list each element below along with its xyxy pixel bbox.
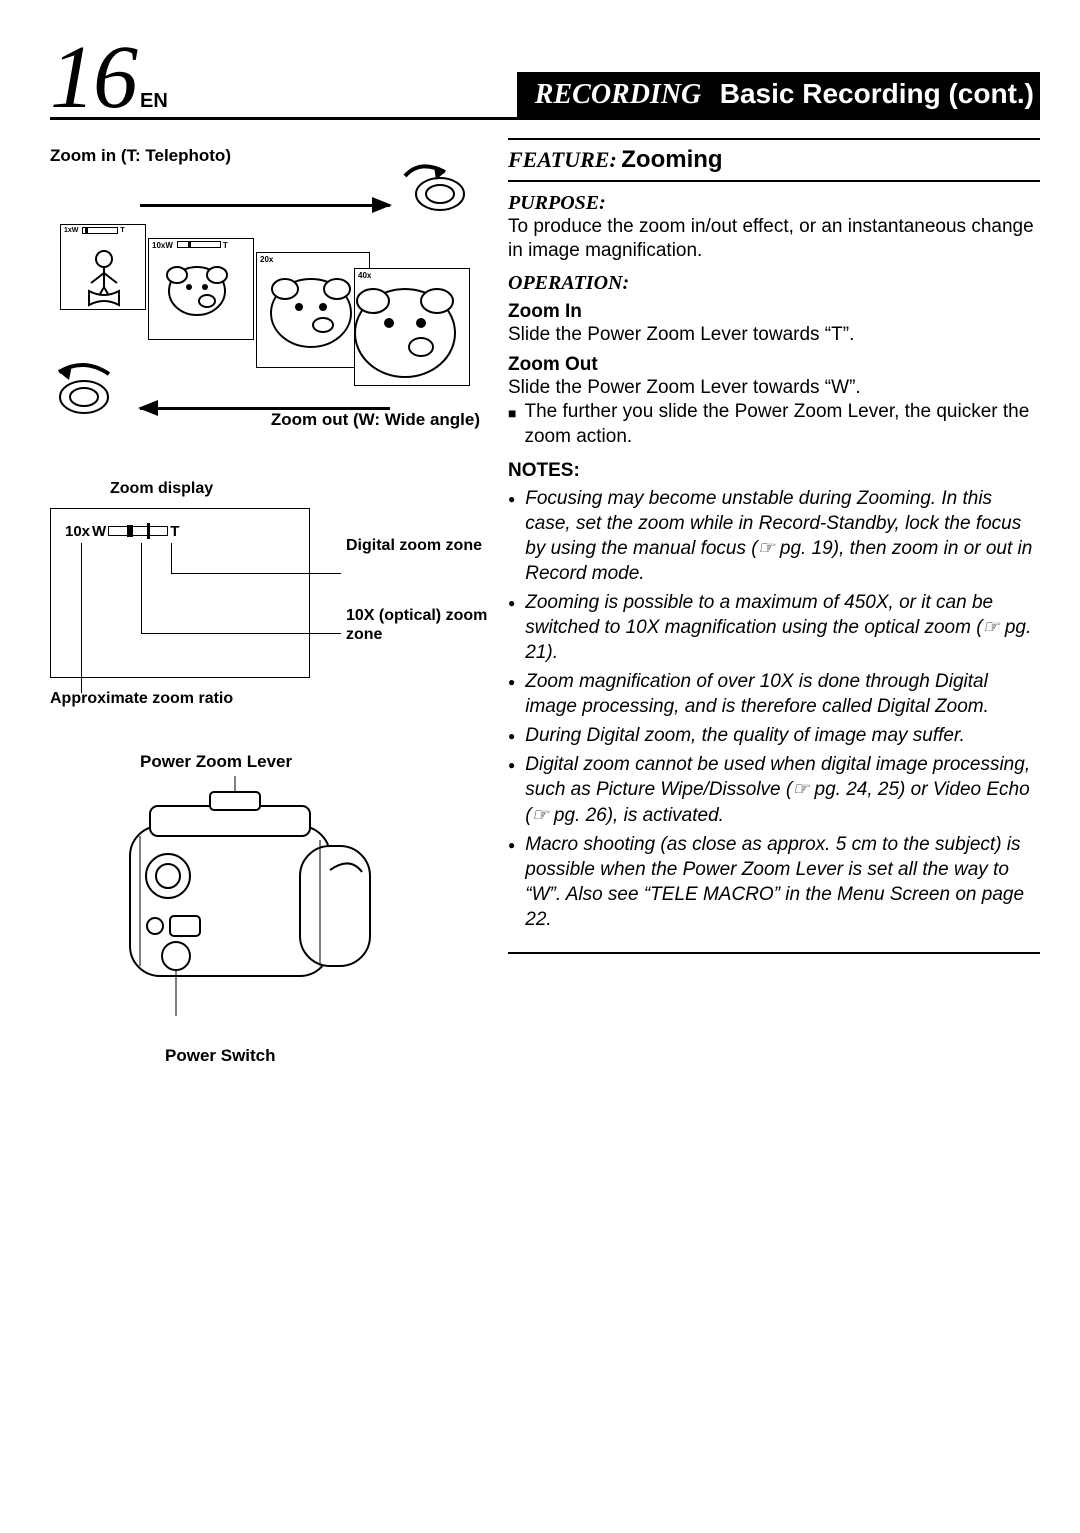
zoom-panel-4: 40x [354, 268, 470, 386]
zoom-bullet: The further you slide the Power Zoom Lev… [508, 400, 1040, 449]
left-column: Zoom in (T: Telephoto) 1xW T [50, 138, 480, 1066]
approx-ratio-caption: Approximate zoom ratio [50, 690, 480, 708]
operation-label: OPERATION: [508, 272, 1040, 295]
lens-bottom-icon [44, 362, 124, 422]
note-item: Macro shooting (as close as approx. 5 cm… [508, 832, 1040, 932]
feature-prefix: FEATURE: [508, 147, 617, 172]
arrow-zoom-out [140, 407, 390, 410]
zdisp-w: W [92, 523, 106, 540]
zoom-in-caption: Zoom in (T: Telephoto) [50, 146, 480, 166]
zoom-in-text: Slide the Power Zoom Lever towards “T”. [508, 323, 1040, 348]
page-number: 16 [50, 40, 136, 117]
zoom-display-frame: 10x W T [50, 508, 310, 678]
zoom-out-head: Zoom Out [508, 354, 1040, 376]
zdisp-ratio: 10x [65, 523, 90, 540]
note-item: During Digital zoom, the quality of imag… [508, 723, 1040, 748]
lang-label: EN [140, 90, 168, 113]
zoom-panel-2: 10xW T [148, 238, 254, 340]
note-item: Digital zoom cannot be used when digital… [508, 752, 1040, 827]
zoom-in-head: Zoom In [508, 301, 1040, 323]
section-label: RECORDING [535, 79, 701, 110]
digital-zoom-label: Digital zoom zone [346, 536, 486, 555]
purpose-label: PURPOSE: [508, 192, 1040, 215]
arrow-zoom-in [140, 204, 390, 207]
zoom-display-block: Zoom display 10x W T Digital zoom zone [50, 480, 480, 708]
feature-name: Zooming [621, 146, 722, 173]
note-item: Zoom magnification of over 10X is done t… [508, 669, 1040, 719]
notes-label: NOTES: [508, 460, 1040, 482]
zdisp-t: T [170, 523, 179, 540]
purpose-text: To produce the zoom in/out effect, or an… [508, 215, 1040, 264]
feature-heading: FEATURE: Zooming [508, 138, 1040, 182]
zoom-display-caption: Zoom display [110, 480, 480, 498]
power-zoom-lever-label: Power Zoom Lever [140, 752, 480, 772]
page-header: 16 EN RECORDING Basic Recording (cont.) [50, 40, 1040, 120]
camera-block: Power Zoom Lever [50, 752, 480, 1066]
note-item: Zooming is possible to a maximum of 450X… [508, 590, 1040, 665]
lens-top-icon [400, 164, 470, 224]
zoom-out-text: Slide the Power Zoom Lever towards “W”. [508, 376, 1040, 401]
zoom-panel-1: 1xW T [60, 224, 146, 310]
power-switch-label: Power Switch [165, 1046, 480, 1066]
notes-list: Focusing may become unstable during Zoom… [508, 486, 1040, 932]
optical-zoom-label: 10X (optical) zoom zone [346, 606, 496, 644]
section-subtitle: Basic Recording (cont.) [720, 78, 1034, 109]
right-column: FEATURE: Zooming PURPOSE: To produce the… [508, 138, 1040, 1066]
zoom-diagram: 1xW T 10xW T [50, 174, 480, 404]
note-item: Focusing may become unstable during Zoom… [508, 486, 1040, 586]
zoom-bar-icon [108, 526, 168, 536]
section-banner: RECORDING Basic Recording (cont.) [517, 72, 1040, 117]
camera-icon [100, 776, 380, 1016]
